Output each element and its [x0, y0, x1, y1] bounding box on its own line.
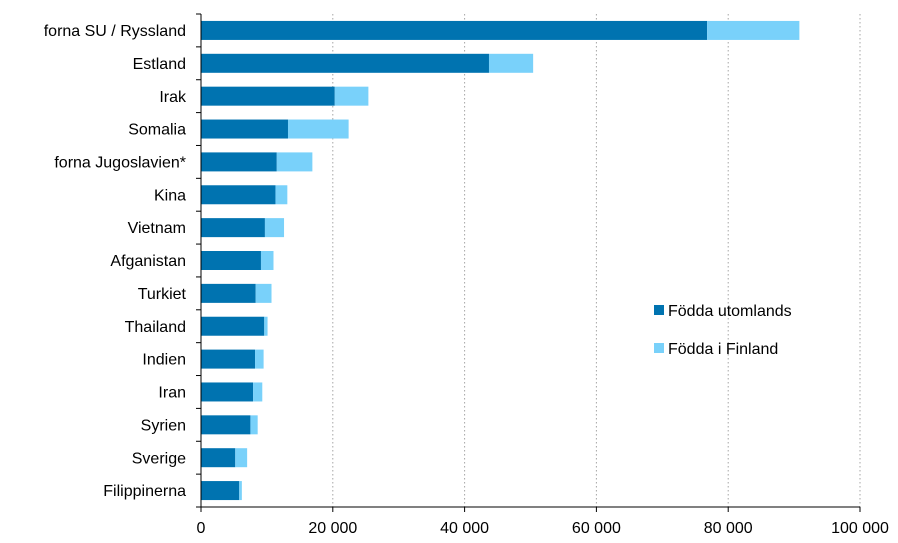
category-label: Estland	[133, 56, 186, 73]
bar-fodda-utomlands-7	[201, 251, 261, 270]
category-label: Turkiet	[138, 286, 187, 303]
legend-label-fodda-i-finland: Födda i Finland	[668, 341, 778, 358]
bar-fodda-utomlands-6	[201, 218, 265, 238]
bar-fodda-utomlands-4	[201, 152, 277, 172]
category-label: Filippinerna	[103, 483, 186, 500]
bar-fodda-i-finland-6	[264, 218, 285, 238]
x-tick-label: 40 000	[440, 520, 489, 537]
bar-fodda-utomlands-11	[201, 382, 254, 402]
bar-fodda-utomlands-1	[201, 53, 489, 73]
bar-fodda-utomlands-10	[201, 349, 256, 369]
category-label: Kina	[154, 187, 186, 204]
legend-swatch-fodda-i-finland	[654, 343, 664, 353]
category-label: Thailand	[125, 319, 186, 336]
grid-lines	[332, 14, 861, 507]
bar-fodda-i-finland-1	[488, 53, 534, 73]
bar-fodda-i-finland-10	[255, 349, 264, 369]
bar-fodda-utomlands-3	[201, 119, 288, 139]
category-label: Somalia	[128, 122, 186, 139]
category-label: Syrien	[141, 417, 186, 434]
category-label: forna SU / Ryssland	[44, 23, 186, 40]
bar-fodda-i-finland-11	[253, 382, 263, 402]
legend: Födda utomlands Födda i Finland	[654, 303, 792, 358]
bar-fodda-utomlands-9	[201, 316, 265, 336]
bar-fodda-i-finland-4	[276, 152, 313, 172]
bar-fodda-i-finland-2	[334, 86, 369, 106]
category-label: Afganistan	[110, 253, 186, 270]
bar-fodda-i-finland-9	[264, 316, 268, 336]
bar-fodda-utomlands-8	[201, 283, 256, 303]
bar-fodda-i-finland-3	[287, 119, 349, 139]
bar-fodda-i-finland-8	[255, 283, 272, 303]
x-tick-label: 80 000	[704, 520, 753, 537]
bar-fodda-utomlands-5	[201, 185, 276, 205]
category-label: Iran	[158, 385, 186, 402]
bar-fodda-i-finland-14	[239, 481, 242, 501]
category-label: Irak	[159, 89, 187, 106]
x-tick-label: 20 000	[308, 520, 357, 537]
x-tick-label: 0	[197, 520, 206, 537]
bar-fodda-utomlands-14	[201, 481, 240, 501]
category-label: Sverige	[132, 450, 186, 467]
bar-fodda-utomlands-0	[201, 20, 708, 40]
bar-fodda-i-finland-12	[250, 415, 258, 435]
category-label: forna Jugoslavien*	[54, 155, 186, 172]
bars	[201, 20, 800, 501]
bar-fodda-i-finland-7	[260, 251, 274, 270]
bar-fodda-i-finland-0	[707, 20, 800, 40]
category-label: Vietnam	[128, 220, 186, 237]
bar-fodda-i-finland-5	[275, 185, 288, 205]
bar-fodda-utomlands-2	[201, 86, 335, 106]
bar-fodda-utomlands-13	[201, 448, 236, 468]
category-label: Indien	[142, 352, 186, 369]
legend-label-fodda-utomlands: Födda utomlands	[668, 303, 792, 320]
x-tick-label: 60 000	[572, 520, 621, 537]
bar-fodda-utomlands-12	[201, 415, 251, 435]
axes: forna SU / Ryssland Estland Irak Somalia for…	[44, 13, 889, 537]
bar-fodda-i-finland-13	[235, 448, 248, 468]
legend-swatch-fodda-utomlands	[654, 305, 664, 315]
x-tick-label: 100 000	[831, 520, 889, 537]
